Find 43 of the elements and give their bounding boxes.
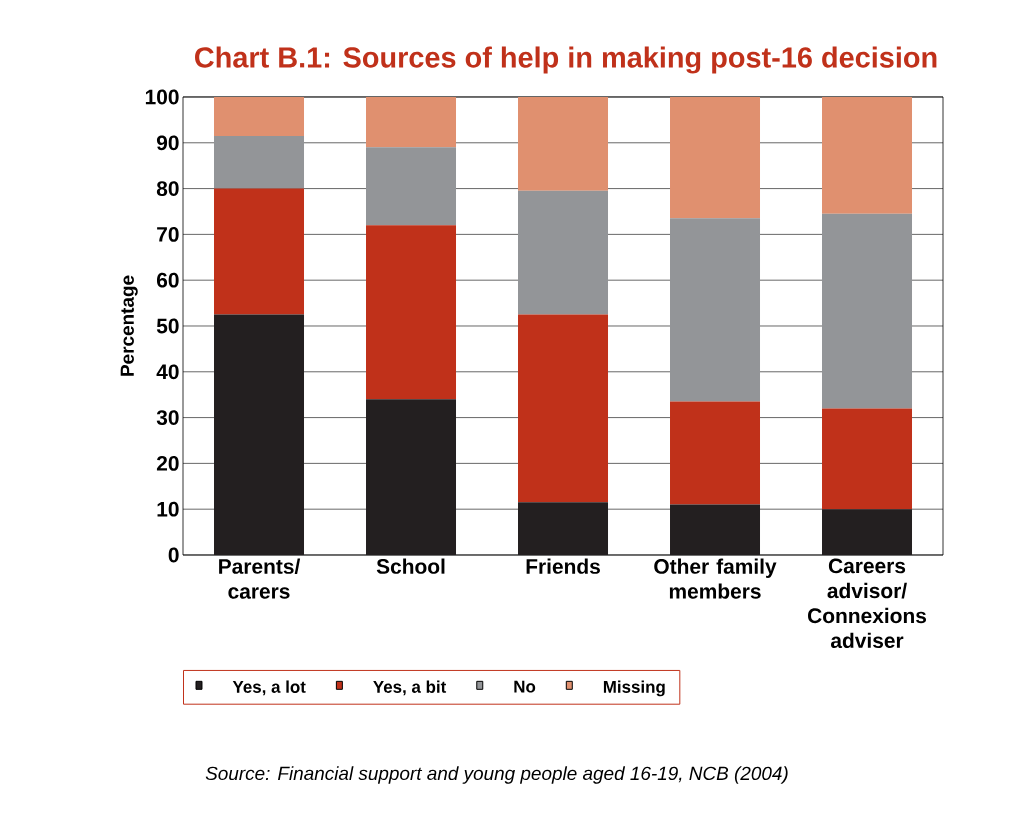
bar	[822, 96, 913, 214]
y-tick-label: 80	[156, 181, 179, 196]
y-tick-label: 50	[156, 318, 179, 334]
bar	[670, 96, 761, 219]
x-tick-label: Parents/ carers	[219, 558, 301, 599]
bar	[366, 147, 457, 226]
bar	[366, 96, 457, 148]
bar	[214, 188, 305, 315]
y-tick-label: 70	[157, 226, 179, 242]
y-axis-title: Percentage	[120, 275, 138, 376]
bar	[214, 314, 305, 555]
bar	[670, 401, 761, 505]
bar	[822, 408, 913, 510]
x-tick-label: Other family members	[654, 558, 777, 599]
chart-title: Chart B.1: Sources of help in making post-16 decision	[195, 46, 937, 74]
bar	[366, 399, 457, 555]
bar	[518, 502, 609, 555]
legend-label: Missing	[603, 680, 665, 697]
y-tick-label: 30	[156, 410, 179, 426]
bar	[670, 504, 761, 555]
bar	[518, 190, 609, 315]
x-tick-label: Careers advisor/ Connexions adviser	[808, 558, 927, 649]
bar	[670, 218, 761, 402]
y-tick-label: 40	[156, 364, 179, 380]
legend-label: No	[514, 680, 536, 693]
bar	[518, 96, 609, 191]
y-tick-label: 100	[145, 89, 179, 105]
y-tick-label: 20	[156, 455, 179, 471]
legend-label: Yes, a lot	[232, 680, 306, 696]
bar	[366, 225, 457, 400]
y-tick-label: 0	[168, 547, 179, 563]
x-tick-label: School	[376, 558, 445, 574]
bar	[518, 314, 609, 503]
bar	[822, 509, 913, 555]
y-tick-label: 10	[157, 501, 179, 517]
bar	[214, 96, 305, 136]
x-tick-label: Friends	[526, 558, 600, 574]
bar	[822, 213, 913, 409]
source-note: Source: Financial support and young people aged 16-19, NCB (2004)	[205, 766, 788, 784]
bar	[214, 135, 305, 189]
y-tick-label: 60	[156, 272, 179, 288]
legend-label: Yes, a bit	[373, 680, 447, 696]
y-tick-label: 90	[156, 135, 179, 151]
